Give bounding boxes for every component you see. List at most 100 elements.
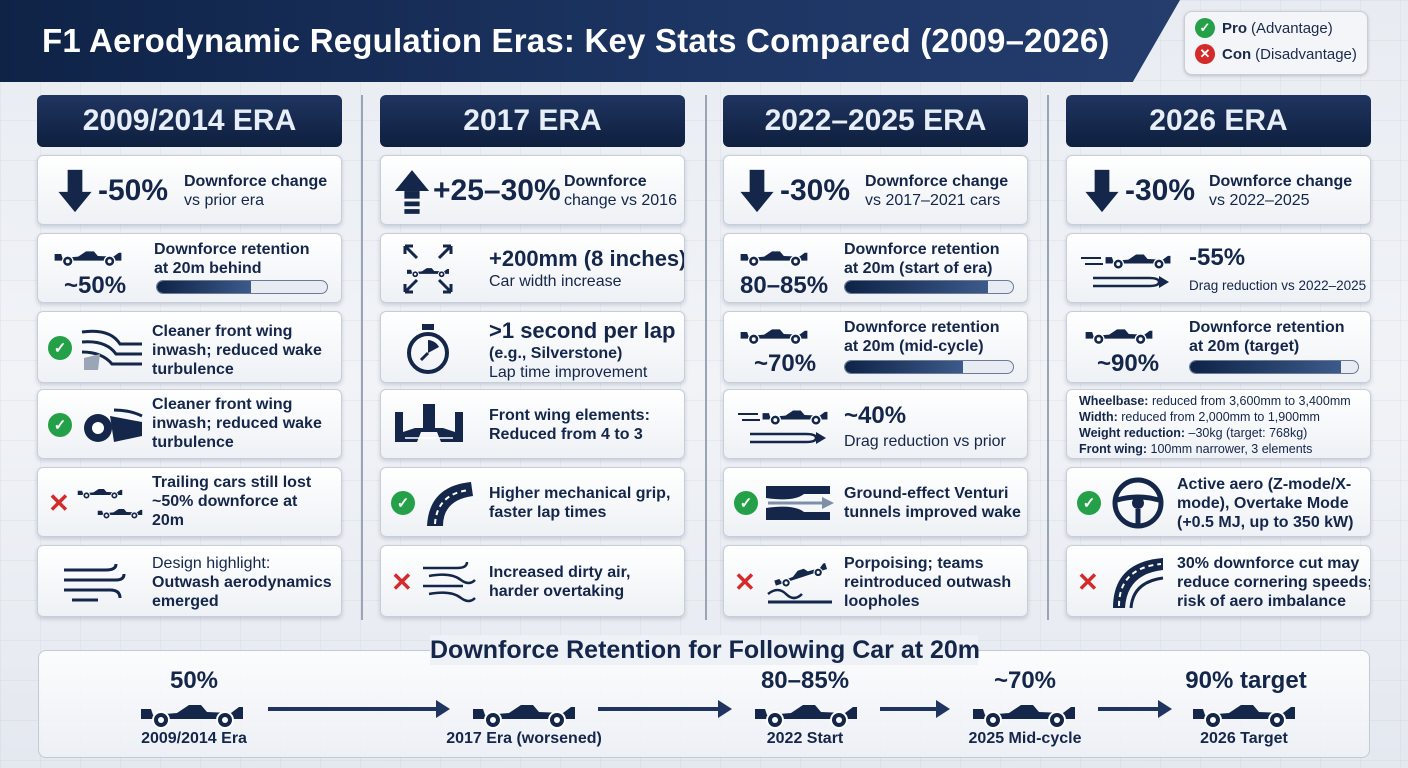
legend-con: ✕ Con (Disadvantage) xyxy=(1195,44,1357,64)
timeline-arrow xyxy=(268,700,450,718)
design-highlight-line2: Outwash aerodynamics xyxy=(152,574,332,591)
drag-reduction-label: Drag reduction vs prior xyxy=(844,433,1006,450)
lap-time-label: Lap time improvement xyxy=(489,364,648,381)
retention-bar xyxy=(844,360,1014,374)
checkmark-icon: ✓ xyxy=(1077,491,1101,515)
timeline-value: 50% xyxy=(169,667,219,694)
spec-value: reduced from 2,000mm to 1,900mm xyxy=(1121,410,1320,424)
con-text: Trailing cars still lost ~50% downforce … xyxy=(152,473,311,530)
timeline-arrow xyxy=(598,700,732,718)
pro-text: Cleaner front wing inwash; reduced wake … xyxy=(152,322,322,379)
downforce-change-sub: vs prior era xyxy=(184,192,265,209)
legend-con-desc: (Disadvantage) xyxy=(1255,45,1357,63)
con-line1: Increased dirty air, xyxy=(489,564,631,581)
timeline-value: 90% target xyxy=(1185,667,1307,694)
pro-line1: Ground-effect Venturi xyxy=(844,485,1009,502)
design-highlight-line1: Design highlight: xyxy=(152,555,271,572)
width-increase-label: Car width increase xyxy=(489,273,622,290)
retention-label-line1: Downforce retention xyxy=(154,241,310,258)
legend: ✓ Pro (Advantage) ✕ Con (Disadvantage) xyxy=(1184,11,1368,75)
timeline-value: 80–85% xyxy=(760,667,850,694)
title-banner xyxy=(0,0,1180,82)
con-line3: loopholes xyxy=(844,593,920,610)
column-divider xyxy=(361,95,363,620)
checkmark-icon: ✓ xyxy=(48,413,72,437)
arrow-down-icon xyxy=(738,168,776,214)
drag-reduction-card: ~40% Drag reduction vs prior xyxy=(723,389,1028,459)
downforce-change-sub: vs 2017–2021 cars xyxy=(865,192,1001,209)
spec-key: Width: xyxy=(1079,410,1118,424)
track-corner-icon xyxy=(1113,558,1164,609)
pro-line2: inwash; reduced wake xyxy=(152,342,322,359)
retention-label-line1: Downforce retention xyxy=(844,241,1000,258)
x-mark-icon: ✕ xyxy=(1077,567,1099,597)
con-line3: 20m xyxy=(152,512,185,529)
retention-value: ~50% xyxy=(64,272,127,299)
design-highlight-text: Design highlight: Outwash aerodynamics e… xyxy=(152,554,332,611)
retention-label: Downforce retention at 20m (start of era… xyxy=(844,240,1000,278)
era-column-2026: 2026 ERA -30% Downforce change vs 2022–2… xyxy=(1066,95,1371,617)
x-mark-icon: ✕ xyxy=(734,567,756,597)
retention-label-line2: at 20m (target) xyxy=(1189,338,1300,355)
con-line2: ~50% downforce at xyxy=(152,493,298,510)
f1-car-icon xyxy=(750,695,862,729)
con-line2: reduce cornering speeds; xyxy=(1177,574,1371,591)
pro-line2: tunnels improved wake xyxy=(844,504,1021,521)
era-column-2017: 2017 ERA +25–30% Downforce change vs 201… xyxy=(380,95,685,617)
f1-car-icon xyxy=(1083,322,1155,346)
downforce-change-card: -50% Downforce change vs prior era xyxy=(37,155,342,225)
front-wing-line2: Reduced from 4 to 3 xyxy=(489,426,643,443)
pro-text: Cleaner front wing inwash; reduced wake … xyxy=(152,395,322,452)
con-text: Increased dirty air, harder overtaking xyxy=(489,563,630,601)
pro-line2: inwash; reduced wake xyxy=(152,415,322,432)
downforce-change-text: Downforce change vs 2022–2025 xyxy=(1209,172,1352,210)
retention-bar xyxy=(156,280,328,294)
retention-bar xyxy=(1189,360,1359,374)
f1-car-icon xyxy=(968,695,1080,729)
pro-card: ✓ Higher mechanical grip, faster lap tim… xyxy=(380,467,685,537)
pro-line2: faster lap times xyxy=(489,504,607,521)
wind-icon xyxy=(64,563,126,602)
pro-line3: turbulence xyxy=(152,434,234,451)
x-mark-icon: ✕ xyxy=(391,567,413,597)
width-increase-value: +200mm (8 inches) xyxy=(489,246,685,271)
pro-card: ✓ Cleaner front wing inwash; reduced wak… xyxy=(37,389,342,459)
con-line1: 30% downforce cut may xyxy=(1177,555,1360,572)
lap-time-text: (e.g., Silverstone) Lap time improvement xyxy=(489,344,647,382)
downforce-change-value: +25–30% xyxy=(433,174,561,207)
downforce-retention-card: ~50% Downforce retention at 20m behind xyxy=(37,233,342,303)
pro-card: ✓ Cleaner front wing inwash; reduced wak… xyxy=(37,311,342,383)
venturi-tunnel-icon xyxy=(766,486,834,520)
pro-line1: Active aero (Z-mode/X- xyxy=(1177,476,1352,493)
following-cars-icon xyxy=(77,488,143,520)
era-header: 2009/2014 ERA xyxy=(37,95,342,147)
downforce-change-label: Downforce change xyxy=(1209,173,1353,190)
downforce-change-label: Downforce change xyxy=(184,173,328,190)
steering-wheel-icon xyxy=(1112,477,1164,529)
timeline-label: 2025 Mid-cycle xyxy=(968,730,1082,747)
spec-width: Width: reduced from 2,000mm to 1,900mm xyxy=(1079,409,1320,425)
downforce-change-value: -30% xyxy=(780,174,851,207)
width-increase-card: +200mm (8 inches) Car width increase xyxy=(380,233,685,303)
drag-car-icon xyxy=(1081,253,1172,288)
retention-bar-fill xyxy=(845,361,963,373)
checkmark-icon: ✓ xyxy=(48,336,72,360)
f1-car-icon xyxy=(738,244,810,268)
front-wing-card: Front wing elements: Reduced from 4 to 3 xyxy=(380,389,685,459)
front-wing-icon xyxy=(84,408,143,442)
drag-reduction-card: -55% Drag reduction vs 2022–2025 xyxy=(1066,233,1371,303)
design-highlight-card: Design highlight: Outwash aerodynamics e… xyxy=(37,545,342,617)
con-line3: risk of aero imbalance xyxy=(1177,593,1346,610)
con-line1: Porpoising; teams xyxy=(844,555,984,572)
era-header: 2022–2025 ERA xyxy=(723,95,1028,147)
design-highlight-line3: emerged xyxy=(152,593,219,610)
checkmark-icon: ✓ xyxy=(391,491,415,515)
timeline-arrow xyxy=(880,700,950,718)
drag-reduction-value: ~40% xyxy=(844,402,907,429)
timeline-label: 2022 Start xyxy=(766,730,844,747)
retention-label-line2: at 20m (start of era) xyxy=(844,260,993,277)
retention-label: Downforce retention at 20m (target) xyxy=(1189,318,1345,356)
timeline-label: 2009/2014 Era xyxy=(141,730,247,747)
lap-time-sub: (e.g., Silverstone) xyxy=(489,345,623,362)
f1-car-icon xyxy=(1188,695,1300,729)
